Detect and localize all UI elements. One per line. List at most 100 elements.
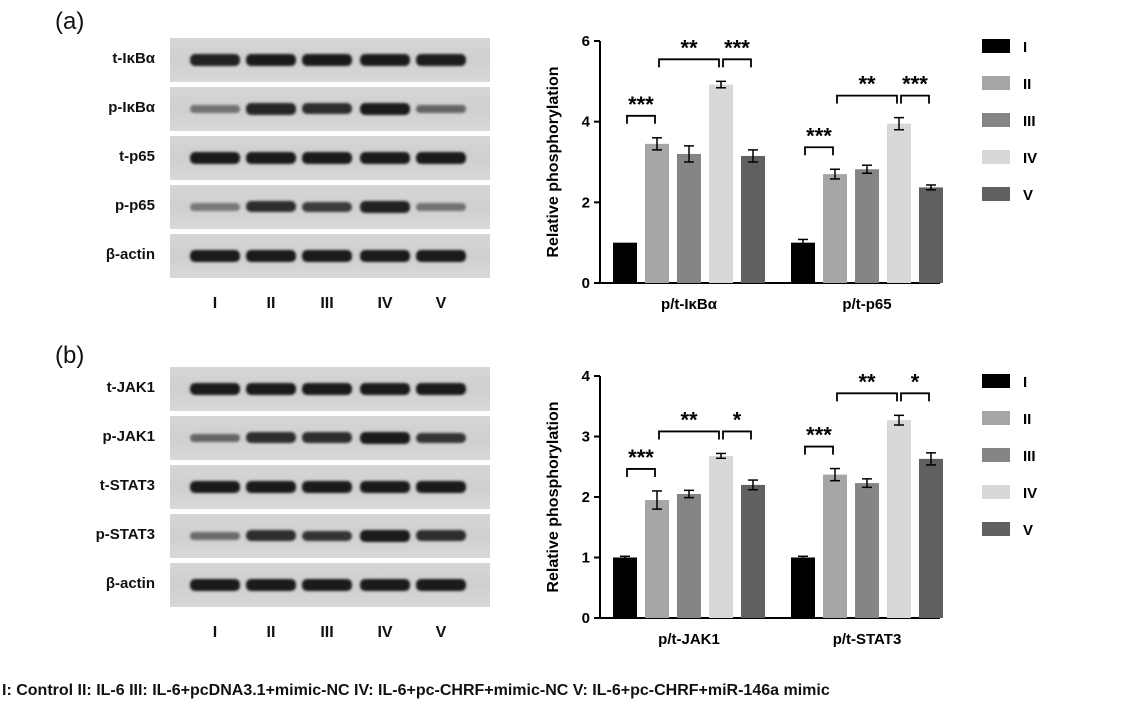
blot-band bbox=[246, 481, 296, 493]
significance-label: * bbox=[733, 407, 742, 432]
group-legend-footer: I: Control II: IL-6 III: IL-6+pcDNA3.1+m… bbox=[2, 682, 830, 699]
blot-strip bbox=[170, 514, 490, 558]
blot-row-label: p-p65 bbox=[114, 197, 155, 214]
blot-row-label: p-JAK1 bbox=[102, 428, 155, 445]
blot-band bbox=[416, 104, 466, 114]
x-category-label: p/t-JAK1 bbox=[658, 631, 720, 648]
y-tick-label: 3 bbox=[582, 429, 590, 446]
legend-label: I bbox=[1023, 39, 1027, 56]
blot-band bbox=[360, 530, 410, 542]
y-tick-label: 4 bbox=[582, 114, 591, 131]
significance-bracket bbox=[722, 430, 752, 440]
legend-swatch bbox=[982, 522, 1010, 536]
blot-band bbox=[190, 383, 240, 395]
blot-band bbox=[190, 531, 240, 541]
blot-band bbox=[190, 250, 240, 262]
significance-bracket bbox=[804, 146, 834, 156]
bar bbox=[855, 169, 879, 283]
lane-label: II bbox=[266, 624, 276, 641]
bar bbox=[887, 123, 911, 283]
legend-swatch bbox=[982, 187, 1010, 201]
blot-band bbox=[190, 203, 240, 211]
blot-band bbox=[302, 481, 352, 493]
legend-label: V bbox=[1023, 522, 1033, 539]
blot-band bbox=[302, 250, 352, 262]
legend-swatch bbox=[982, 76, 1010, 90]
bar bbox=[823, 474, 847, 618]
blot-strip bbox=[170, 185, 490, 229]
blot-band bbox=[302, 152, 352, 164]
blot-band bbox=[360, 152, 410, 164]
legend-swatch bbox=[982, 113, 1010, 127]
blot-band bbox=[246, 432, 296, 444]
bar bbox=[677, 153, 701, 283]
blot-band bbox=[416, 54, 466, 66]
blot-band bbox=[246, 530, 296, 542]
blot-strip bbox=[170, 367, 490, 411]
bar bbox=[887, 420, 911, 618]
blot-strip bbox=[170, 416, 490, 460]
blot-band bbox=[246, 152, 296, 164]
y-tick-label: 4 bbox=[582, 368, 591, 385]
blot-band bbox=[302, 530, 352, 542]
blot-band bbox=[246, 103, 296, 115]
x-category-label: p/t-p65 bbox=[842, 296, 891, 313]
bar bbox=[741, 484, 765, 618]
blot-row-label: t-JAK1 bbox=[106, 379, 155, 396]
legend-swatch bbox=[982, 374, 1010, 388]
blot-row-label: p-IκBα bbox=[108, 99, 155, 116]
significance-bracket bbox=[626, 114, 656, 124]
x-category-label: p/t-STAT3 bbox=[833, 631, 902, 648]
bar bbox=[613, 557, 637, 618]
blot-band bbox=[360, 54, 410, 66]
blot-band bbox=[360, 579, 410, 591]
lane-label: IV bbox=[377, 295, 393, 312]
lane-label: V bbox=[435, 624, 447, 641]
significance-label: *** bbox=[628, 445, 654, 470]
significance-bracket bbox=[900, 392, 930, 402]
blot-band bbox=[360, 432, 410, 444]
lane-label: III bbox=[320, 624, 334, 641]
legend-swatch bbox=[982, 448, 1010, 462]
blot-strip bbox=[170, 38, 490, 82]
panel-b-label: (b) bbox=[55, 342, 85, 369]
bar-chart-panel-a: Relative phosphorylation 0 2 4 6 p/t-IκBα p/t-… bbox=[545, 33, 1037, 313]
significance-bracket bbox=[836, 392, 898, 402]
significance-label: * bbox=[911, 369, 920, 394]
blot-band bbox=[416, 432, 466, 444]
blot-band bbox=[416, 481, 466, 493]
lane-label: IV bbox=[377, 624, 393, 641]
bar bbox=[709, 455, 733, 618]
blot-band bbox=[302, 201, 352, 213]
bar-chart-panel-b: Relative phosphorylation 0 1 2 3 4 p/t-JAK1 p/t… bbox=[545, 368, 1037, 648]
blot-band bbox=[302, 54, 352, 66]
significance-label: *** bbox=[724, 35, 750, 60]
blot-band bbox=[416, 202, 466, 211]
blot-band bbox=[246, 54, 296, 66]
legend-label: IV bbox=[1023, 150, 1037, 167]
significance-label: *** bbox=[806, 123, 832, 148]
blot-band bbox=[302, 383, 352, 395]
blot-strip bbox=[170, 136, 490, 180]
bar bbox=[613, 242, 637, 283]
blot-band bbox=[416, 152, 466, 164]
blot-band bbox=[190, 579, 240, 591]
legend-label: III bbox=[1023, 113, 1036, 130]
significance-bracket bbox=[836, 94, 898, 104]
bar bbox=[919, 187, 943, 283]
bar bbox=[823, 174, 847, 283]
blot-band bbox=[190, 104, 240, 113]
legend-label: I bbox=[1023, 374, 1027, 391]
blot-band bbox=[302, 103, 352, 115]
blot-strip bbox=[170, 87, 490, 131]
y-tick-label: 2 bbox=[582, 489, 590, 506]
blot-band bbox=[416, 383, 466, 395]
bar bbox=[709, 84, 733, 283]
legend-label: II bbox=[1023, 411, 1031, 428]
blot-band bbox=[190, 433, 240, 443]
bar bbox=[741, 155, 765, 283]
blot-band bbox=[190, 152, 240, 164]
bar bbox=[645, 500, 669, 618]
significance-label: ** bbox=[858, 72, 876, 97]
blot-row-label: β-actin bbox=[105, 246, 155, 263]
